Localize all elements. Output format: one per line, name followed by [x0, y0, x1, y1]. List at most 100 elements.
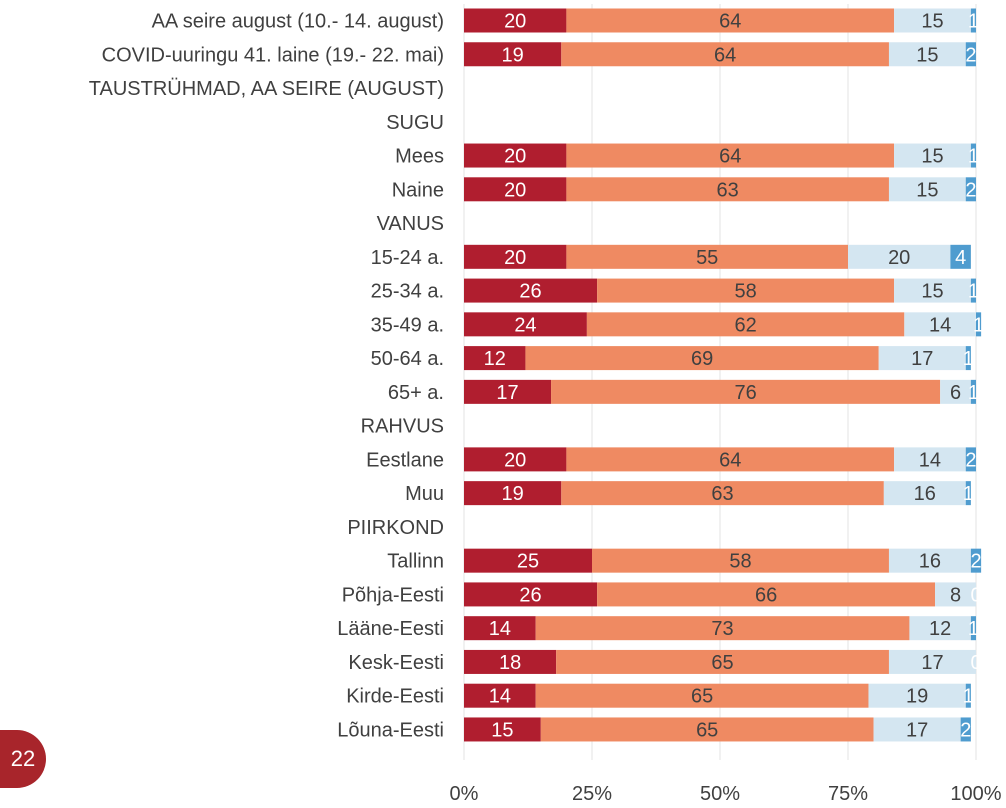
data-label: 58 [729, 551, 751, 573]
bar-segment [535, 683, 869, 708]
data-label: 1 [963, 483, 974, 505]
bar-segment [935, 582, 976, 607]
data-label: 20 [504, 449, 526, 471]
data-label: 16 [919, 551, 941, 573]
data-label: 15 [916, 44, 938, 66]
bar-segment [586, 312, 905, 337]
data-label: 12 [929, 618, 951, 640]
data-label: 1 [968, 281, 979, 303]
data-label: 76 [734, 382, 756, 404]
data-label: 0 [970, 584, 981, 606]
bar-segment [464, 717, 541, 742]
data-label: 62 [734, 314, 756, 336]
bar-segment [464, 616, 536, 641]
bar-segment [464, 346, 526, 371]
bar-segment [525, 346, 879, 371]
bar-segment [976, 312, 982, 337]
data-label: 14 [489, 686, 511, 708]
data-label: 58 [734, 281, 756, 303]
bar-segment [592, 548, 889, 573]
category-label: TAUSTRÜHMAD, AA SEIRE (AUGUST) [89, 78, 444, 100]
data-label: 15 [921, 281, 943, 303]
bar-segment [556, 649, 889, 674]
bar-segment [464, 548, 592, 573]
data-label: 73 [711, 618, 733, 640]
data-label: 1 [968, 618, 979, 640]
data-label: 15 [921, 11, 943, 33]
category-label: Mees [395, 146, 444, 168]
bar-segment [888, 649, 976, 674]
data-label: 63 [711, 483, 733, 505]
data-label: 17 [911, 348, 933, 370]
bar-segment [873, 717, 961, 742]
category-label: Kirde-Eesti [346, 686, 444, 708]
data-label: 1 [968, 382, 979, 404]
data-label: 4 [955, 247, 966, 269]
data-label: 24 [514, 314, 536, 336]
bar-segment [888, 548, 971, 573]
bar-segment [888, 177, 966, 202]
data-label: 20 [504, 146, 526, 168]
bar-segment [464, 312, 587, 337]
bar-segment [970, 379, 976, 404]
data-label: 2 [965, 44, 976, 66]
category-label: PIIRKOND [347, 517, 444, 539]
category-label: Eestlane [366, 449, 444, 471]
data-label: 18 [499, 652, 521, 674]
category-label: 65+ a. [388, 382, 444, 404]
category-label: Lõuna-Eesti [337, 719, 444, 741]
data-label: 64 [719, 146, 741, 168]
x-axis-ticks: 0% 25% 50% 75% 100% [450, 783, 1002, 805]
bar-segment [566, 177, 889, 202]
bar-segment [566, 143, 895, 168]
bar-segment [950, 244, 971, 269]
bar-segment [848, 244, 951, 269]
data-label: 26 [519, 584, 541, 606]
bar-segment [904, 312, 976, 337]
data-label: 19 [906, 686, 928, 708]
bar-segment [566, 8, 895, 33]
data-label: 17 [496, 382, 518, 404]
data-label: 65 [691, 686, 713, 708]
data-label: 65 [696, 719, 718, 741]
bar-segment [464, 379, 552, 404]
bar-segment [970, 278, 976, 303]
data-label: 20 [504, 247, 526, 269]
data-label: 66 [755, 584, 777, 606]
data-label: 1 [963, 348, 974, 370]
bar-segment [940, 379, 971, 404]
data-label: 14 [919, 449, 941, 471]
bar-segment [464, 177, 567, 202]
data-label: 20 [888, 247, 910, 269]
bar-segment [597, 582, 936, 607]
data-label: 6 [950, 382, 961, 404]
bar-segment [894, 278, 971, 303]
bar-segment [970, 548, 982, 573]
category-label: Kesk-Eesti [348, 652, 444, 674]
bar-segment [464, 244, 567, 269]
bar-segment [540, 717, 874, 742]
x-tick-label: 0% [450, 783, 479, 805]
bar-segment [970, 616, 976, 641]
category-label: Lääne-Eesti [337, 618, 444, 640]
bars: 20 64 15 119 64 15 220 64 15 120 63 15 220 55 20 426 58 1… [464, 8, 984, 742]
data-label: 14 [489, 618, 511, 640]
bar-segment [883, 481, 966, 506]
bar-segment [894, 447, 966, 472]
bar-segment [597, 278, 895, 303]
data-label: 20 [504, 11, 526, 33]
bar-segment [965, 42, 976, 67]
category-label: COVID-uuringu 41. laine (19.- 22. mai) [102, 44, 444, 66]
data-label: 15 [921, 146, 943, 168]
bar-segment [894, 8, 971, 33]
bar-segment [888, 42, 966, 67]
data-label: 14 [929, 314, 951, 336]
data-label: 2 [965, 449, 976, 471]
x-tick-label: 25% [572, 783, 612, 805]
data-label: 8 [950, 584, 961, 606]
bar-segment [566, 447, 895, 472]
x-tick-label: 50% [700, 783, 740, 805]
bar-segment [566, 244, 848, 269]
category-label: SUGU [386, 112, 444, 134]
